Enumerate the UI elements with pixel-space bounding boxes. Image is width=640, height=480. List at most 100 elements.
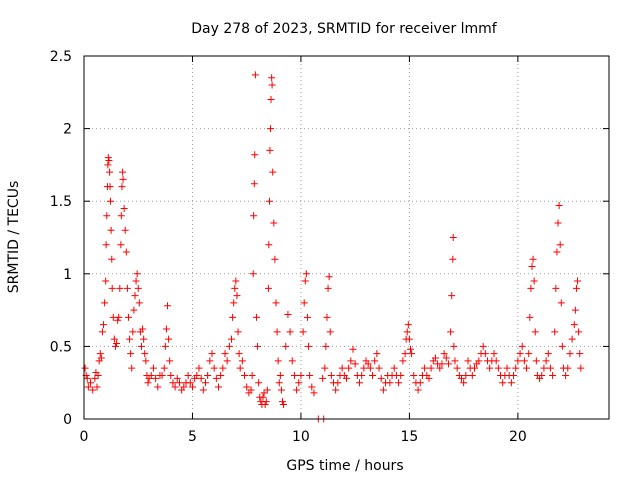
data-point (251, 151, 259, 159)
data-point (119, 175, 127, 183)
data-point (572, 284, 580, 292)
data-point (169, 379, 177, 387)
data-point (263, 386, 271, 394)
data-point (199, 386, 207, 394)
data-point (140, 335, 148, 343)
data-point (542, 357, 550, 365)
data-point (215, 383, 223, 391)
data-point (449, 234, 457, 241)
data-point (440, 350, 448, 358)
data-point (369, 371, 377, 379)
data-point (516, 350, 524, 358)
data-point (431, 354, 439, 362)
data-point (130, 306, 138, 314)
data-point (117, 212, 125, 220)
data-point (147, 371, 155, 379)
data-point (358, 371, 366, 379)
data-point (230, 299, 238, 307)
data-point (260, 389, 268, 397)
data-point (570, 321, 578, 329)
data-point (324, 284, 332, 292)
data-point (527, 284, 535, 292)
data-point (123, 284, 131, 292)
data-point (162, 325, 170, 333)
data-point (403, 328, 411, 336)
data-point (267, 125, 275, 133)
data-point (225, 342, 233, 350)
data-point (235, 350, 243, 358)
data-point (144, 379, 152, 387)
data-point (470, 364, 478, 372)
data-point (98, 328, 106, 336)
data-point (193, 371, 201, 379)
data-point (116, 284, 124, 292)
data-point (481, 350, 489, 358)
data-point (106, 197, 114, 205)
data-point (105, 157, 113, 165)
data-point (479, 342, 487, 350)
data-point (210, 364, 218, 372)
data-point (499, 379, 507, 387)
grid (84, 56, 609, 419)
data-point (139, 325, 147, 333)
data-point (468, 371, 476, 379)
data-point (158, 371, 166, 379)
data-point (503, 364, 511, 372)
data-point (104, 161, 112, 169)
data-point (406, 345, 414, 353)
data-point (462, 371, 470, 379)
data-point (334, 379, 342, 387)
data-point (175, 379, 183, 387)
data-point (297, 371, 305, 379)
data-point (268, 81, 276, 89)
data-point (351, 360, 359, 368)
data-point (271, 255, 279, 263)
data-point (549, 371, 557, 379)
data-point (555, 202, 563, 210)
data-point (87, 379, 95, 387)
data-point (167, 371, 175, 379)
data-point (135, 299, 143, 307)
data-point (149, 364, 157, 372)
data-point (262, 398, 270, 406)
data-point (232, 277, 240, 285)
data-point (206, 357, 214, 365)
data-point (404, 321, 412, 329)
data-point (259, 393, 267, 401)
data-point (261, 400, 269, 408)
x-tick-label: 0 (80, 429, 89, 445)
data-point (110, 335, 118, 343)
data-point (310, 389, 318, 397)
data-point (530, 277, 538, 285)
data-point (449, 255, 457, 263)
data-point (137, 342, 145, 350)
data-point (571, 306, 579, 314)
data-point (321, 364, 329, 372)
data-point (121, 226, 129, 234)
data-point (286, 328, 294, 336)
chart-title: Day 278 of 2023, SRMTID for receiver lmm… (191, 21, 498, 37)
data-point (233, 292, 241, 300)
data-point (554, 219, 562, 227)
data-point (228, 335, 236, 343)
data-point (236, 364, 244, 372)
data-point (122, 248, 130, 256)
data-point (295, 379, 303, 387)
data-point (81, 364, 89, 372)
data-point (250, 212, 258, 220)
data-point (305, 342, 313, 350)
data-point (229, 313, 237, 321)
data-point (113, 339, 121, 347)
data-point (89, 386, 97, 394)
data-point (160, 364, 168, 372)
data-point (114, 316, 122, 324)
x-axis-label: GPS time / hours (286, 458, 403, 474)
data-point (518, 342, 526, 350)
data-point (568, 335, 576, 343)
data-point (106, 168, 114, 176)
data-point (108, 255, 116, 263)
data-point (264, 284, 272, 292)
data-point (557, 299, 565, 307)
data-point (494, 364, 502, 372)
data-point (326, 328, 334, 336)
